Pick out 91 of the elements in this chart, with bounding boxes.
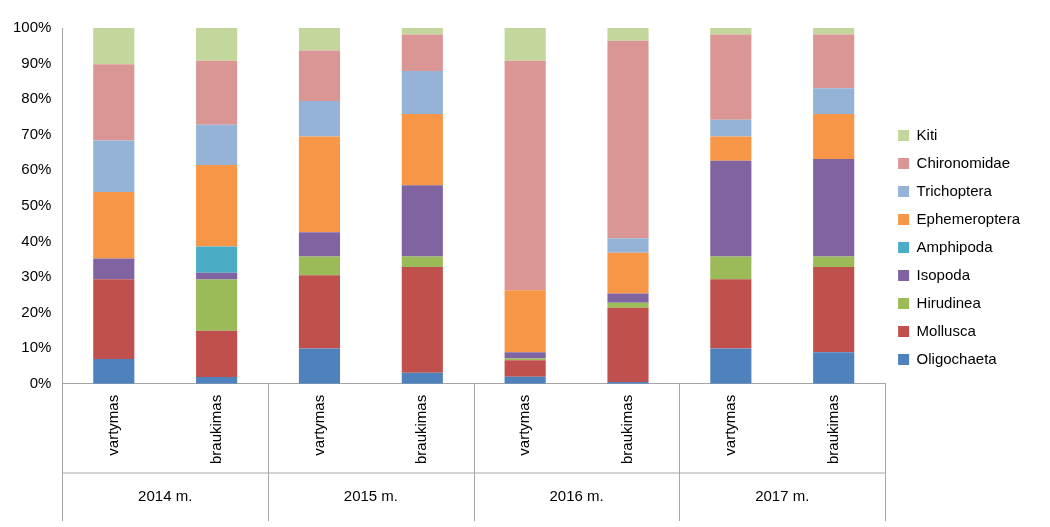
bar bbox=[710, 28, 752, 35]
bar bbox=[93, 258, 135, 280]
bar bbox=[504, 28, 546, 61]
bar bbox=[93, 192, 135, 259]
bar bbox=[710, 160, 752, 257]
bar bbox=[607, 302, 649, 308]
bar bbox=[298, 256, 341, 276]
bar bbox=[196, 246, 238, 273]
bar bbox=[607, 307, 649, 383]
y-tick-label: 80% bbox=[21, 89, 52, 107]
legend-label: Isopoda bbox=[916, 265, 971, 283]
bar bbox=[196, 28, 238, 61]
x-tick-label: braukimas bbox=[823, 394, 841, 465]
y-tick-label: 70% bbox=[21, 124, 52, 142]
y-tick-label: 50% bbox=[21, 196, 52, 214]
text: 2015 m. bbox=[343, 487, 398, 505]
bar bbox=[196, 60, 238, 125]
bar bbox=[710, 119, 752, 137]
bar bbox=[401, 185, 443, 257]
bar bbox=[813, 114, 855, 159]
legend-label: Kiti bbox=[916, 125, 938, 143]
x-tick-label: braukimas bbox=[412, 394, 430, 465]
legend-label: Oligochaeta bbox=[916, 349, 998, 367]
bar bbox=[607, 252, 649, 294]
bar bbox=[813, 158, 855, 257]
text: 2014 m. bbox=[138, 487, 193, 505]
bar bbox=[401, 114, 443, 186]
text: 2017 m. bbox=[755, 487, 810, 505]
bar bbox=[813, 352, 855, 384]
y-tick-label: 20% bbox=[21, 302, 52, 320]
x-tick-label: vartymas bbox=[515, 394, 533, 456]
x-tick-label: braukimas bbox=[618, 394, 636, 465]
bar bbox=[401, 28, 443, 35]
bar bbox=[607, 40, 649, 239]
y-tick-label: 40% bbox=[21, 231, 52, 249]
bar bbox=[710, 34, 752, 120]
legend-label: Chironomidae bbox=[916, 153, 1010, 171]
bar bbox=[607, 293, 649, 303]
bar bbox=[298, 136, 341, 233]
legend-label: Amphipoda bbox=[916, 237, 994, 255]
legend-label: Trichoptera bbox=[916, 181, 993, 199]
bar bbox=[504, 360, 546, 377]
x-tick-label: vartymas bbox=[720, 394, 738, 456]
x-tick-label: braukimas bbox=[206, 394, 224, 465]
bar bbox=[813, 34, 855, 89]
bar bbox=[196, 272, 238, 280]
bar bbox=[710, 136, 752, 161]
bar bbox=[504, 290, 546, 353]
bar bbox=[93, 140, 135, 193]
bar bbox=[93, 28, 135, 65]
bar bbox=[93, 358, 135, 384]
bar bbox=[813, 88, 855, 115]
y-tick-label: 10% bbox=[21, 338, 52, 356]
bar bbox=[710, 348, 752, 384]
bar bbox=[710, 256, 752, 280]
bar bbox=[401, 256, 443, 268]
bar bbox=[504, 352, 546, 359]
bar bbox=[196, 279, 238, 331]
bar bbox=[298, 348, 341, 384]
bar bbox=[401, 267, 443, 373]
bar bbox=[196, 330, 238, 378]
legend-label: Mollusca bbox=[916, 321, 977, 339]
y-tick-label: 30% bbox=[21, 267, 52, 285]
x-tick-label: vartymas bbox=[103, 394, 121, 456]
bar bbox=[298, 50, 341, 101]
text: 2016 m. bbox=[549, 487, 604, 505]
bar bbox=[93, 64, 135, 141]
y-tick-label: 90% bbox=[21, 53, 52, 71]
bar bbox=[196, 164, 238, 247]
bar bbox=[607, 238, 649, 253]
y-tick-label: 0% bbox=[29, 373, 52, 391]
bar bbox=[813, 267, 855, 353]
bar bbox=[298, 232, 341, 257]
y-tick-label: 60% bbox=[21, 160, 52, 178]
bar bbox=[298, 275, 341, 349]
x-tick-label: vartymas bbox=[309, 394, 327, 456]
legend-label: Hirudinea bbox=[916, 293, 982, 311]
bar bbox=[710, 279, 752, 349]
bar bbox=[607, 28, 649, 41]
bar bbox=[298, 100, 341, 137]
legend-label: Ephemeroptera bbox=[916, 209, 1021, 227]
bar bbox=[813, 28, 855, 35]
bar bbox=[298, 28, 341, 51]
bar bbox=[401, 71, 443, 115]
bar bbox=[813, 256, 855, 268]
bar bbox=[401, 34, 443, 72]
bar bbox=[504, 60, 546, 291]
bar bbox=[93, 279, 135, 359]
y-tick-label: 100% bbox=[12, 18, 52, 36]
bar bbox=[401, 372, 443, 384]
bar bbox=[196, 124, 238, 165]
